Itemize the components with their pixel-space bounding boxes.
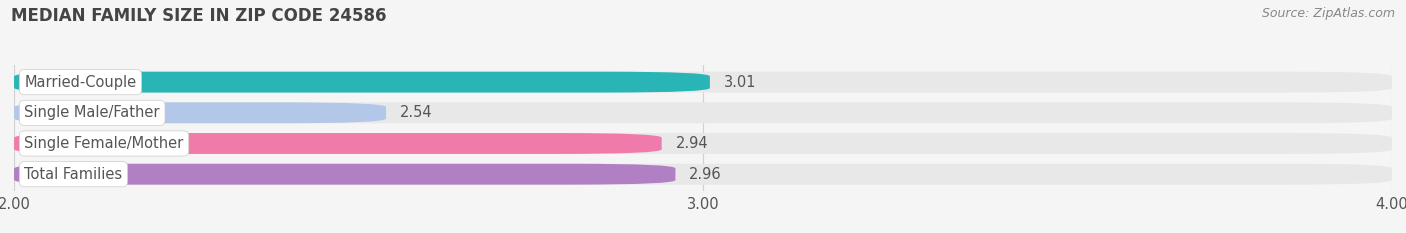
Text: 2.54: 2.54 <box>399 105 433 120</box>
FancyBboxPatch shape <box>14 72 1392 93</box>
Text: Total Families: Total Families <box>24 167 122 182</box>
Text: MEDIAN FAMILY SIZE IN ZIP CODE 24586: MEDIAN FAMILY SIZE IN ZIP CODE 24586 <box>11 7 387 25</box>
FancyBboxPatch shape <box>14 102 387 123</box>
FancyBboxPatch shape <box>14 72 710 93</box>
Text: Married-Couple: Married-Couple <box>24 75 136 90</box>
Text: Single Female/Mother: Single Female/Mother <box>24 136 184 151</box>
FancyBboxPatch shape <box>14 164 1392 185</box>
Text: 2.94: 2.94 <box>675 136 709 151</box>
Text: 3.01: 3.01 <box>724 75 756 90</box>
FancyBboxPatch shape <box>14 102 1392 123</box>
Text: 2.96: 2.96 <box>689 167 721 182</box>
FancyBboxPatch shape <box>14 133 1392 154</box>
FancyBboxPatch shape <box>14 133 662 154</box>
Text: Source: ZipAtlas.com: Source: ZipAtlas.com <box>1261 7 1395 20</box>
Text: Single Male/Father: Single Male/Father <box>24 105 160 120</box>
FancyBboxPatch shape <box>14 164 675 185</box>
